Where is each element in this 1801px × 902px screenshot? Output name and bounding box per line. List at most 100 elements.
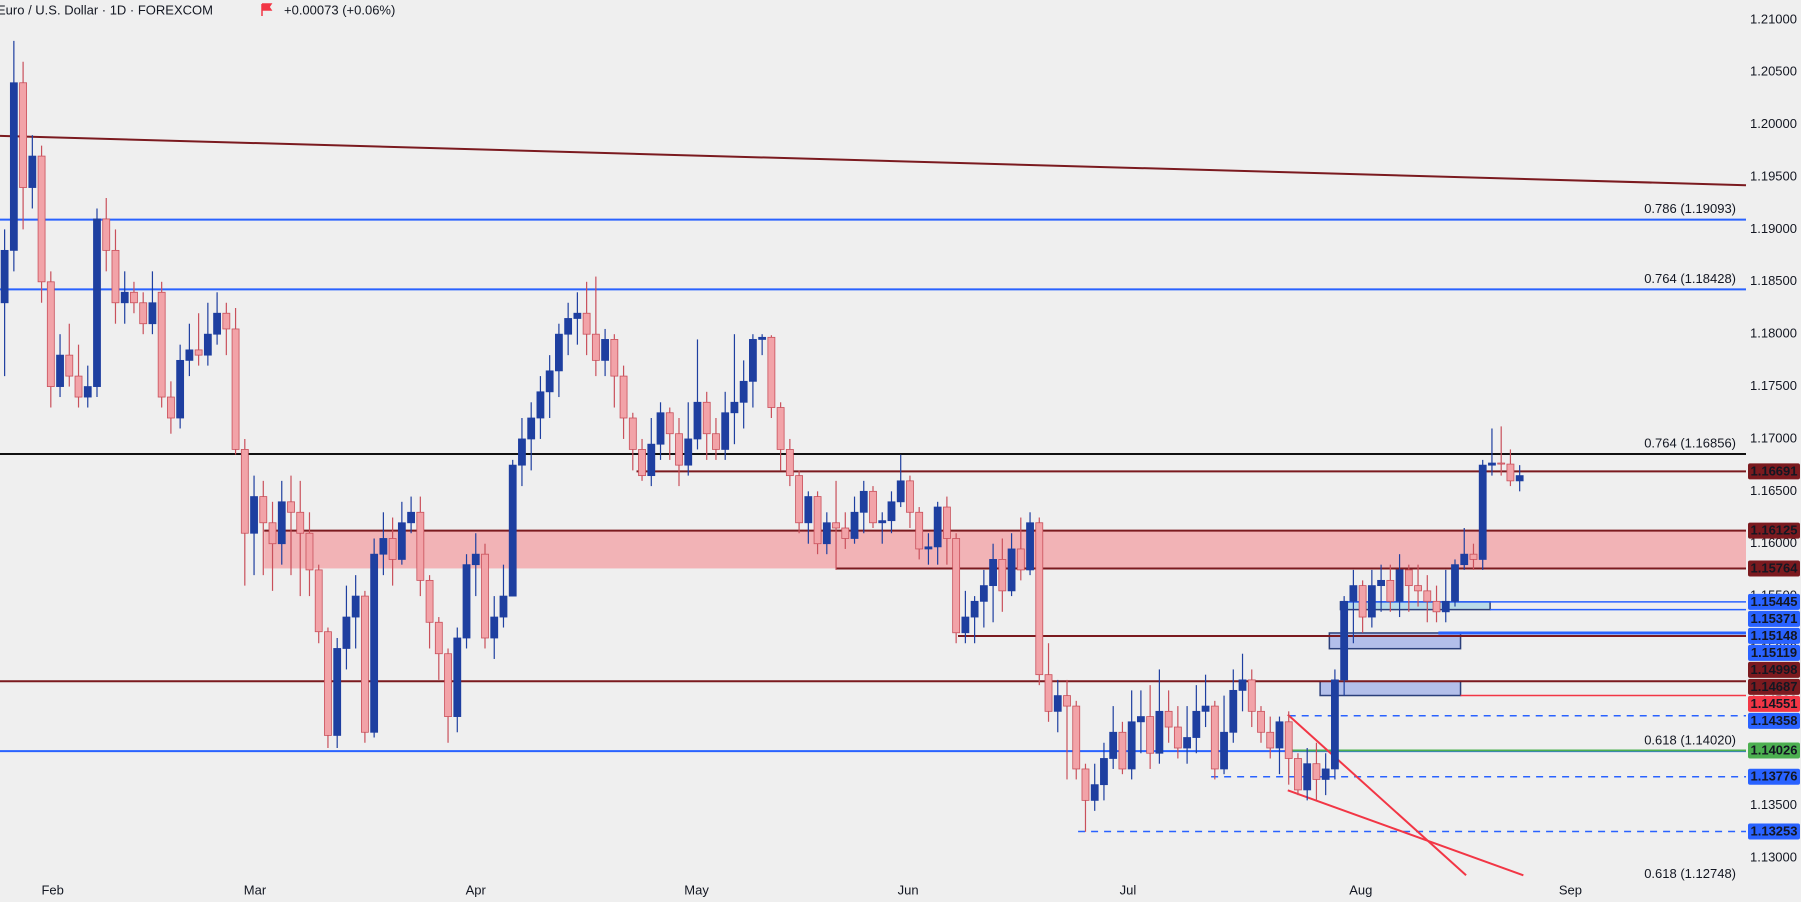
candle-body bbox=[130, 291, 138, 304]
candle-body bbox=[628, 417, 637, 450]
candle-body bbox=[1395, 569, 1404, 602]
candle-body bbox=[1321, 768, 1330, 780]
candle-body bbox=[684, 438, 693, 466]
candle-body bbox=[37, 155, 46, 283]
candle-body bbox=[1349, 585, 1358, 602]
price-tag-label: 1.14998 bbox=[1751, 662, 1798, 677]
price-tag bbox=[1748, 610, 1800, 627]
candle-body bbox=[1210, 705, 1219, 770]
candle-body bbox=[564, 318, 573, 335]
candle-body bbox=[647, 443, 656, 477]
candle-body bbox=[656, 412, 665, 445]
candle-body bbox=[120, 291, 129, 304]
candle-body bbox=[1146, 716, 1155, 754]
candle-body bbox=[388, 538, 397, 560]
candle-body bbox=[785, 449, 794, 477]
candle-body bbox=[619, 375, 628, 419]
candle-body bbox=[1090, 784, 1099, 801]
trend-line bbox=[0, 134, 1747, 187]
candle-body bbox=[56, 354, 64, 387]
candle-body bbox=[896, 480, 905, 503]
candle-body bbox=[536, 391, 545, 419]
candle-body bbox=[906, 480, 914, 513]
candle-body bbox=[1478, 464, 1487, 560]
y-tick-label: 1.17500 bbox=[1750, 378, 1797, 393]
x-tick-label: Jun bbox=[898, 882, 919, 897]
candle-body bbox=[675, 433, 683, 466]
candle-body bbox=[832, 522, 840, 529]
y-tick-label: 1.19000 bbox=[1750, 221, 1797, 236]
candle-body bbox=[324, 631, 332, 736]
price-tag-label: 1.15445 bbox=[1751, 594, 1798, 609]
candle-body bbox=[979, 585, 988, 602]
price-tag-label: 1.13776 bbox=[1751, 769, 1798, 784]
candle-body bbox=[804, 496, 813, 524]
candle-body bbox=[342, 616, 351, 649]
candle-body bbox=[638, 449, 646, 477]
candle-body bbox=[1423, 590, 1432, 602]
candle-body bbox=[453, 637, 462, 717]
candle-body bbox=[222, 312, 231, 330]
candle-body bbox=[1026, 522, 1034, 571]
candle-body bbox=[813, 496, 822, 545]
price-tag bbox=[1748, 678, 1800, 695]
candle-body bbox=[1109, 731, 1118, 759]
candle-body bbox=[407, 511, 415, 524]
price-tag-label: 1.14687 bbox=[1751, 679, 1798, 694]
fib-label: 0.764 (1.16856) bbox=[1644, 435, 1736, 450]
candle-body bbox=[1275, 721, 1284, 749]
candle-body bbox=[952, 538, 961, 634]
candle-body bbox=[176, 359, 185, 419]
candle-body bbox=[739, 380, 748, 403]
candle-body bbox=[148, 302, 157, 325]
y-tick-label: 1.16500 bbox=[1750, 483, 1797, 498]
candle-body bbox=[9, 82, 18, 251]
candle-body bbox=[1488, 462, 1496, 466]
fib-label: 0.618 (1.14020) bbox=[1644, 733, 1736, 748]
candle-body bbox=[518, 438, 526, 466]
candle-body bbox=[28, 155, 37, 188]
candle-body bbox=[1432, 600, 1441, 613]
candle-body bbox=[1358, 585, 1367, 618]
price-tag-label: 1.15371 bbox=[1751, 611, 1798, 626]
candle-body bbox=[1201, 705, 1210, 712]
candle-body bbox=[859, 490, 868, 513]
candle-body bbox=[1183, 737, 1191, 749]
candle-body bbox=[333, 648, 342, 736]
price-tag-label: 1.14026 bbox=[1751, 742, 1798, 757]
candle-body bbox=[712, 433, 720, 450]
candle-body bbox=[1340, 600, 1349, 681]
candle-body bbox=[19, 82, 27, 188]
candle-body bbox=[1155, 710, 1164, 754]
candle-body bbox=[1331, 679, 1339, 770]
price-tag bbox=[1748, 661, 1800, 678]
y-tick-label: 1.18000 bbox=[1750, 326, 1797, 341]
candle-body bbox=[1016, 548, 1025, 571]
candle-body bbox=[545, 370, 554, 393]
fib-label: 0.786 (1.19093) bbox=[1644, 201, 1736, 216]
y-tick-label: 1.13500 bbox=[1750, 797, 1797, 812]
candle-body bbox=[1414, 585, 1422, 592]
candle-body bbox=[1072, 705, 1081, 770]
chart-title: Euro / U.S. Dollar · 1D · FOREXCOM bbox=[0, 2, 213, 17]
candle-body bbox=[508, 464, 517, 597]
price-tag-label: 1.13253 bbox=[1751, 823, 1798, 838]
candle-body bbox=[314, 569, 323, 633]
candle-body bbox=[1229, 689, 1238, 733]
candle-body bbox=[1053, 695, 1062, 712]
candle-body bbox=[102, 218, 111, 251]
candle-body bbox=[1192, 710, 1201, 738]
x-tick-label: May bbox=[684, 882, 709, 897]
candle-body bbox=[915, 511, 924, 550]
candle-body bbox=[767, 336, 776, 408]
candle-body bbox=[1081, 768, 1090, 801]
candle-body bbox=[795, 475, 803, 524]
candle-body bbox=[1257, 710, 1265, 733]
price-tag-label: 1.15764 bbox=[1751, 560, 1799, 575]
zone bbox=[1319, 680, 1462, 697]
candle-body bbox=[693, 401, 702, 440]
candle-body bbox=[444, 653, 452, 717]
candle-body bbox=[1220, 731, 1228, 770]
candle-body bbox=[83, 386, 92, 398]
candle-body bbox=[351, 595, 360, 618]
